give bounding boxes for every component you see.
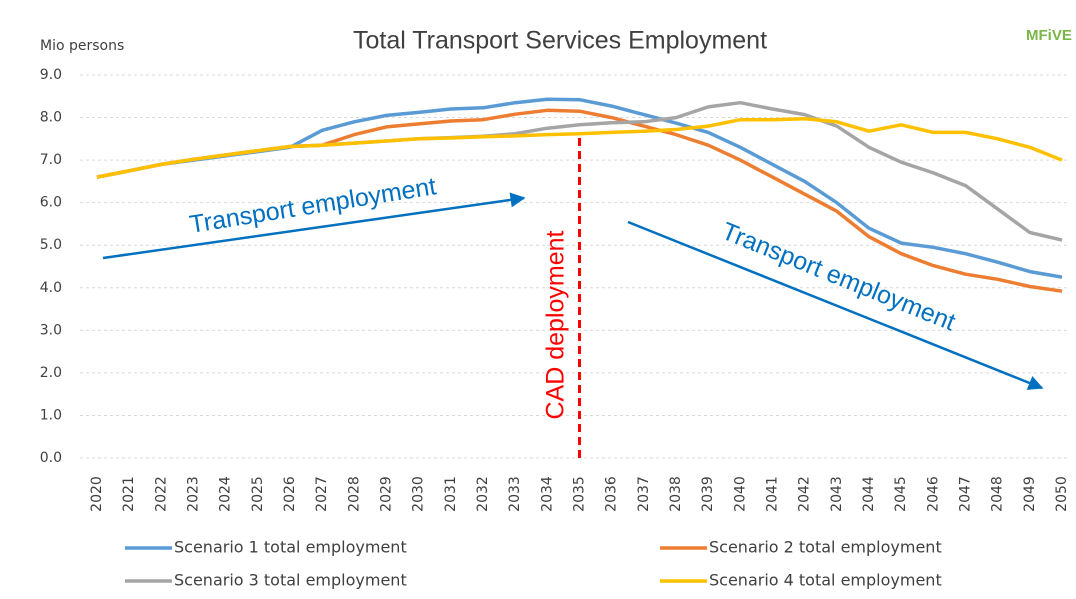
legend-label: Scenario 2 total employment bbox=[709, 538, 942, 557]
x-tick-label: 2039 bbox=[700, 476, 716, 512]
x-tick-label: 2021 bbox=[121, 476, 137, 512]
x-tick-label: 2033 bbox=[507, 476, 523, 512]
x-tick-label: 2041 bbox=[765, 476, 781, 512]
x-tick-label: 2048 bbox=[990, 476, 1006, 512]
annotation: CAD deployment bbox=[542, 230, 570, 419]
legend-label: Scenario 1 total employment bbox=[174, 538, 407, 557]
x-tick-label: 2026 bbox=[282, 476, 298, 512]
plot-area: 0.0 1.0 2.0 3.0 4.0 5.0 6.0 7.0 8.0 9.0 2020 2021 20… bbox=[40, 67, 1070, 590]
x-tick-label: 2046 bbox=[925, 476, 941, 512]
y-tick-label: 7.0 bbox=[40, 152, 62, 168]
x-tick-label: 2034 bbox=[539, 476, 555, 512]
y-tick-label: 1.0 bbox=[40, 407, 62, 423]
x-tick-label: 2029 bbox=[379, 476, 395, 512]
x-tick-label: 2031 bbox=[443, 476, 459, 512]
y-tick-label: 0.0 bbox=[40, 450, 62, 466]
x-tick-label: 2038 bbox=[668, 476, 684, 512]
x-tick-label: 2043 bbox=[829, 476, 845, 512]
x-tick-label: 2049 bbox=[1022, 476, 1038, 512]
x-tick-label: 2022 bbox=[153, 476, 169, 512]
annotation: Transport employment bbox=[718, 217, 960, 336]
chart-title: Total Transport Services Employment bbox=[353, 27, 767, 55]
y-tick-label: 3.0 bbox=[40, 322, 62, 338]
y-tick-label: 2.0 bbox=[40, 365, 62, 381]
y-tick-label: 8.0 bbox=[40, 110, 62, 126]
x-tick-label: 2024 bbox=[218, 476, 234, 512]
series-line bbox=[96, 117, 1063, 179]
x-tick-label: 2023 bbox=[186, 476, 202, 512]
logo: MFiVE bbox=[1026, 27, 1072, 44]
x-tick-label: 2036 bbox=[604, 476, 620, 512]
x-tick-label: 2035 bbox=[572, 476, 588, 512]
annotations: Transport employment CAD deployment Tran… bbox=[102, 138, 1044, 458]
x-tick-label: 2025 bbox=[250, 476, 266, 512]
y-tick-label: 6.0 bbox=[40, 195, 62, 211]
series-line bbox=[96, 108, 1063, 293]
y-tick-label: 4.0 bbox=[40, 280, 62, 296]
x-tick-label: 2047 bbox=[958, 476, 974, 512]
y-tick-label: 5.0 bbox=[40, 237, 62, 253]
x-tick-label: 2028 bbox=[346, 476, 362, 512]
x-tick-label: 2050 bbox=[1054, 476, 1070, 512]
x-tick-label: 2032 bbox=[475, 476, 491, 512]
legend-label: Scenario 4 total employment bbox=[709, 571, 942, 590]
x-tick-label: 2037 bbox=[636, 476, 652, 512]
x-tick-label: 2040 bbox=[732, 476, 748, 512]
x-tick-label: 2027 bbox=[314, 476, 330, 512]
x-tick-label: 2044 bbox=[861, 476, 877, 512]
y-tick-label: 9.0 bbox=[40, 67, 62, 83]
x-tick-label: 2045 bbox=[893, 476, 909, 512]
legend-label: Scenario 3 total employment bbox=[174, 571, 407, 590]
x-tick-label: 2030 bbox=[411, 476, 427, 512]
y-axis-label: Mio persons bbox=[40, 38, 124, 54]
arrow bbox=[627, 220, 1044, 390]
x-tick-label: 2042 bbox=[797, 476, 813, 512]
arrow bbox=[102, 192, 526, 260]
x-tick-label: 2020 bbox=[89, 476, 105, 512]
